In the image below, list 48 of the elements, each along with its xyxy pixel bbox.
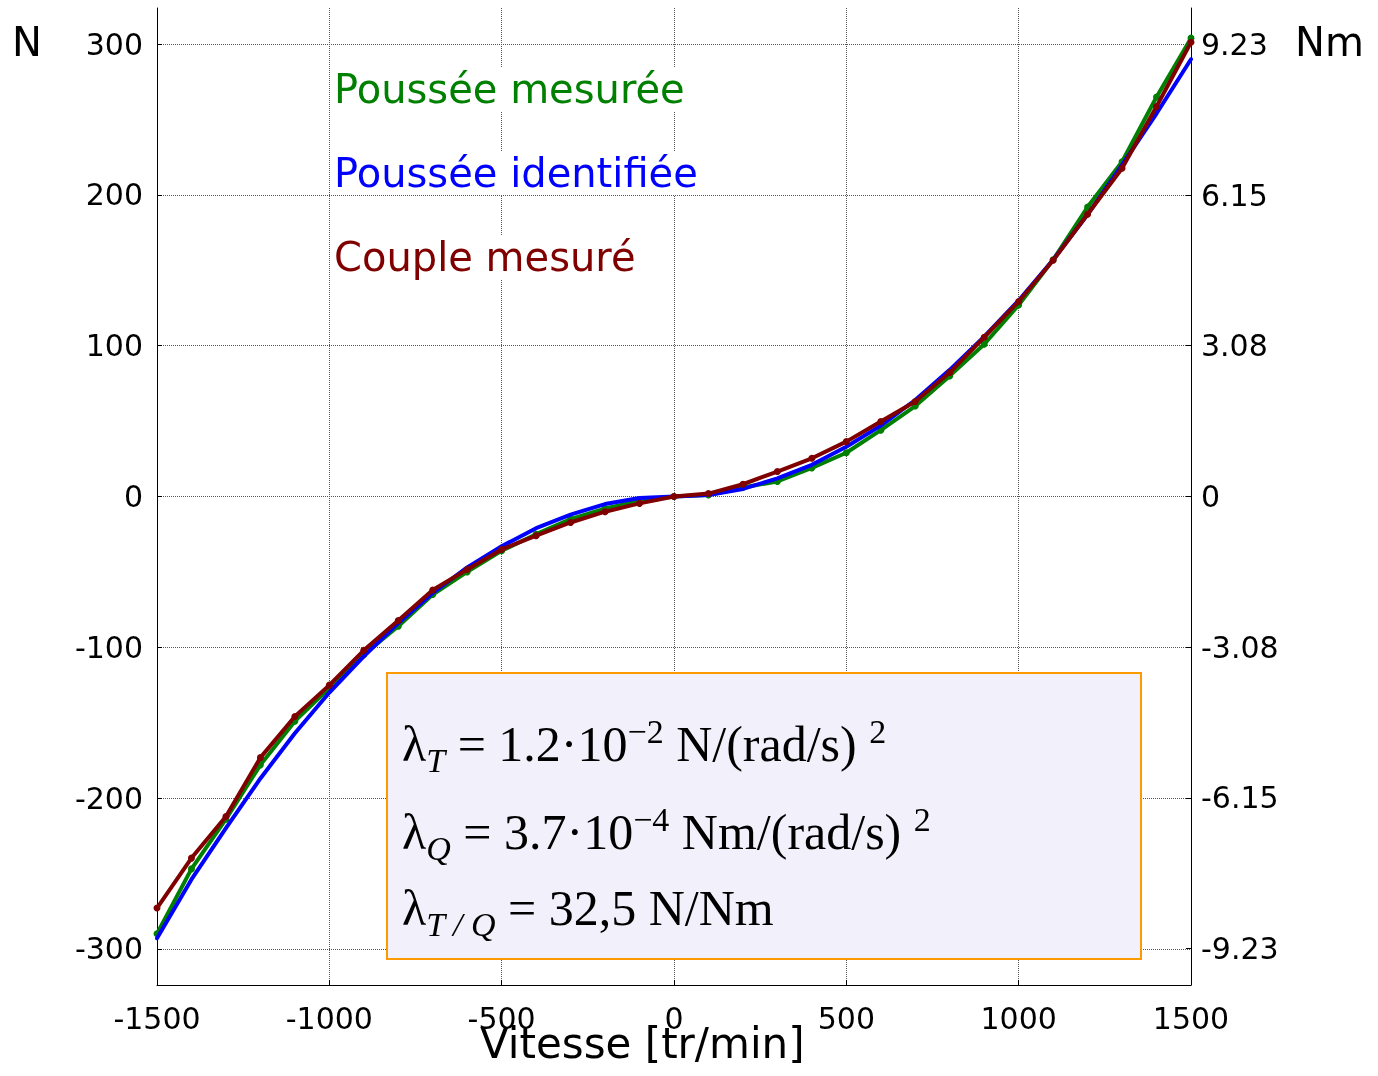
y2-tick-label: -6.15 — [1201, 780, 1279, 816]
y-tick-label: -300 — [74, 931, 143, 967]
y2-tick-label: 9.23 — [1201, 26, 1268, 62]
point — [360, 646, 368, 654]
x-tick-label: 1000 — [980, 1000, 1057, 1036]
point — [911, 397, 919, 405]
y2-tick-label: -3.08 — [1201, 629, 1279, 665]
point — [1118, 164, 1126, 172]
x-tick-label: 500 — [817, 1000, 875, 1036]
y2-tick-label: -9.23 — [1201, 931, 1279, 967]
y2-tick-label: 3.08 — [1201, 328, 1268, 364]
text: Poussée identifiée — [334, 150, 698, 196]
point — [877, 418, 885, 426]
x-tick-label: 1500 — [1152, 1000, 1230, 1036]
annotation: λ$_{T}$ = 1.2·10$^{−2}$ N/(rad/s) $^{2}$ — [401, 712, 888, 779]
point — [291, 713, 299, 720]
y-tick-label: 300 — [85, 26, 143, 62]
x-tick-label: -1000 — [285, 1000, 373, 1036]
point — [1187, 38, 1195, 46]
y2-axis-title: Nm — [1295, 19, 1364, 65]
point — [1084, 210, 1092, 218]
y-tick-label: 0 — [123, 479, 143, 514]
annotation: λ$_{Q}$ = 3.7·10$^{−4}$ Nm/(rad/s) $^{2}$ — [402, 801, 931, 867]
y2-tick-label: 0 — [1201, 479, 1221, 514]
point — [256, 754, 264, 762]
x-tick-label: -1500 — [113, 1000, 201, 1036]
y-tick-label: 100 — [85, 328, 143, 364]
y-tick-label: -200 — [74, 780, 143, 816]
annotation: λ$_{T / Q}$ = 32,5 N/Nm — [402, 880, 774, 943]
formula-box: λ$_{T}$ = 1.2·10$^{−2}$ N/(rad/s) $^{2}$ λ$_{Q}$ = 3.7·10$^{−4}$ Nm/(rad/s) $^{2}$ λ$_{T / Q}$ = 32,5 N/Nm — [386, 672, 1142, 960]
point — [808, 454, 816, 462]
point — [842, 438, 850, 446]
text: Poussée mesurée — [334, 66, 685, 112]
point — [429, 586, 437, 594]
y-tick-label: -100 — [74, 629, 143, 665]
point — [980, 333, 988, 341]
point — [187, 865, 195, 873]
point — [1015, 297, 1023, 305]
point — [842, 449, 850, 457]
point — [1153, 93, 1161, 101]
y-tick-label: 200 — [85, 177, 143, 213]
y-axis-title: N — [12, 19, 42, 65]
point — [1153, 102, 1161, 110]
point — [187, 854, 195, 862]
point — [773, 468, 781, 476]
point — [394, 616, 402, 624]
y2-tick-label: 6.15 — [1201, 177, 1268, 213]
text: Couple mesuré — [334, 234, 636, 280]
